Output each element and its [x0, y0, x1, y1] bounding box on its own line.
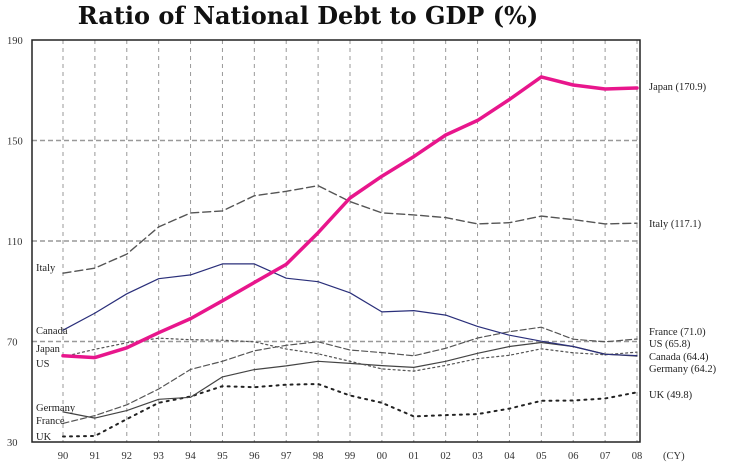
series-start-label-italy: Italy — [36, 263, 56, 274]
series-lines — [61, 75, 639, 438]
x-tick-label: 01 — [409, 451, 420, 462]
x-tick-label: 06 — [568, 451, 579, 462]
x-tick-label: 96 — [249, 451, 260, 462]
series-line-italy — [62, 184, 638, 274]
series-start-label-uk: UK — [36, 432, 52, 443]
y-tick-label: 190 — [7, 36, 23, 47]
x-tick-label: 02 — [440, 451, 451, 462]
x-tick-label: 97 — [281, 451, 292, 462]
y-tick-label: 70 — [7, 338, 18, 349]
x-tick-label: 91 — [90, 451, 101, 462]
series-line-germany — [62, 341, 638, 419]
x-tick-label: 00 — [377, 451, 388, 462]
series-start-label-germany: Germany — [36, 403, 76, 414]
x-tick-label: 90 — [58, 451, 69, 462]
series-start-label-us: US — [36, 359, 50, 370]
x-tick-label: 98 — [313, 451, 324, 462]
chart-title: Ratio of National Debt to GDP (%) — [78, 1, 538, 30]
series-end-label-canada: Canada (64.4) — [649, 352, 709, 363]
x-tick-label: 05 — [536, 451, 547, 462]
series-end-label-france: France (71.0) — [649, 327, 706, 338]
series-end-label-japan: Japan (170.9) — [649, 82, 707, 93]
x-tick-label: 99 — [345, 451, 356, 462]
x-axis-unit-label: (CY) — [663, 451, 685, 462]
x-tick-label: 95 — [217, 451, 228, 462]
series-line-canada — [62, 263, 638, 357]
series-end-label-uk: UK (49.8) — [649, 390, 693, 401]
plot-area-frame — [31, 39, 641, 443]
series-end-label-us: US (65.8) — [649, 339, 691, 350]
series-line-japan — [61, 75, 639, 360]
series-line-france — [62, 326, 638, 424]
x-tick-label: 04 — [504, 451, 515, 462]
y-tick-label: 110 — [7, 237, 22, 248]
axis-tick-labels: 30 70 110 150 190 90 91 92 93 94 95 96 97 98 99 00 01 02 0… — [7, 36, 642, 462]
x-tick-label: 93 — [153, 451, 164, 462]
x-tick-label: 08 — [632, 451, 643, 462]
x-tick-label: 94 — [185, 451, 196, 462]
series-line-us — [62, 337, 638, 372]
y-tick-label: 150 — [7, 137, 23, 148]
x-tick-label: 03 — [472, 451, 483, 462]
grid-lines — [32, 40, 640, 442]
x-tick-label: 92 — [122, 451, 133, 462]
series-start-label-japan: Japan — [36, 344, 61, 355]
series-start-label-canada: Canada — [36, 326, 68, 337]
x-tick-label: 07 — [600, 451, 611, 462]
series-labels: Japan (170.9) Japan Italy (117.1) Italy Cana… — [36, 82, 717, 443]
series-end-label-italy: Italy (117.1) — [649, 219, 702, 230]
series-end-label-germany: Germany (64.2) — [649, 364, 717, 375]
y-tick-label: 30 — [7, 438, 18, 449]
series-start-label-france: France — [36, 416, 65, 427]
